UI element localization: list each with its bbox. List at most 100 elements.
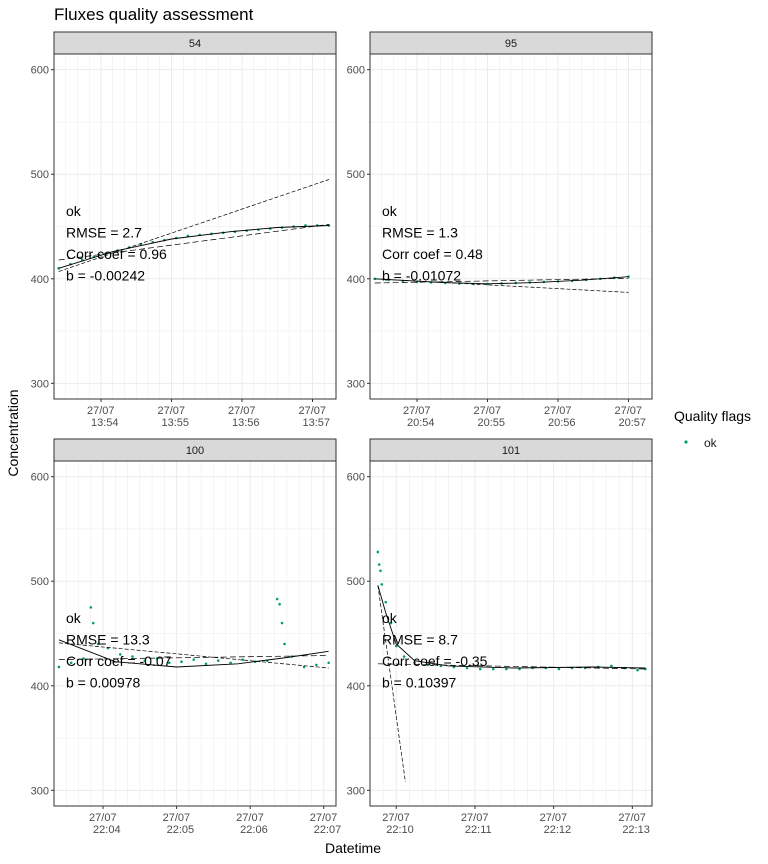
tangent-line [377,585,406,783]
data-point [89,606,93,609]
panel-95: 95 300 400 500 600 27/07 20:54 27/07 20:55 27/07 2… [347,31,653,429]
y-tick-label: 400 [347,681,365,693]
x-tick-label: 27/07 22:04 [89,812,121,836]
data-point [280,621,284,625]
linear-fit-line [58,224,329,261]
data-point [465,666,469,670]
data-point [96,642,100,646]
annotation-line: b = -0.00242 [66,268,145,284]
data-point [376,550,380,554]
data-point [379,569,382,573]
data-point [283,642,286,646]
data-point [302,665,306,669]
x-tick-label: 27/07 13:54 [87,405,119,429]
panel-54: 54 300 400 500 600 27/07 13:54 27/07 13:55 27/07 1… [31,31,337,429]
data-point [610,664,613,668]
linear-fit-line [374,277,629,284]
data-point [377,563,381,566]
data-point [413,661,416,665]
data-point [394,644,398,648]
legend-key-ok [684,440,688,444]
y-tick-label: 300 [347,785,365,797]
x-tick-label: 27/07 20:55 [474,405,506,429]
data-point [557,667,561,671]
data-point [192,658,196,661]
y-tick-label: 300 [31,785,49,797]
x-tick-label: 27/07 22:10 [382,812,414,836]
facet-strip-label: 100 [186,445,204,457]
panel-border [369,53,653,400]
x-tick-label: 27/07 22:06 [236,812,268,836]
x-tick-label: 27/07 13:55 [158,405,190,429]
y-axis-title: Concentration [5,389,21,476]
data-point [389,621,393,625]
data-point [491,667,495,671]
facet-strip-label: 101 [502,445,520,457]
tangent-line [58,179,330,272]
data-point [118,653,122,656]
y-tick-label: 400 [347,274,365,286]
x-axis-title: Datetime [325,840,381,856]
x-tick-label: 27/07 22:13 [618,812,650,836]
x-tick-label: 27/07 20:57 [615,405,647,429]
data-point [380,583,384,586]
data-point [373,277,377,281]
panel-border [369,460,653,807]
panel-border [53,460,337,807]
y-tick-label: 500 [347,169,365,181]
data-point [278,602,281,606]
panels: 54 300 400 500 600 27/07 13:54 27/07 13:55 27/07 1… [31,31,653,836]
tangent-line [374,278,629,293]
y-tick-label: 600 [31,65,49,77]
annotation-line: RMSE = 13.3 [66,632,150,648]
annotation-line: RMSE = 8.7 [382,632,458,648]
x-tick-label: 27/07 22:07 [310,812,342,836]
data-point [505,667,508,671]
fit-curve [377,585,646,669]
x-tick-label: 27/07 22:12 [540,812,572,836]
y-tick-label: 300 [31,378,49,390]
y-tick-label: 600 [31,472,49,484]
y-tick-label: 500 [347,576,365,588]
data-point [241,658,245,661]
annotation-line: ok [66,610,82,626]
data-point [204,662,208,666]
data-point [384,600,388,604]
y-tick-label: 400 [31,681,49,693]
data-points [376,550,647,672]
x-tick-label: 27/07 13:56 [228,405,260,429]
data-point [143,659,147,662]
y-tick-label: 500 [31,169,49,181]
data-point [402,655,406,658]
tangent-line [58,642,329,669]
panel-101: 101 300 400 500 600 27/07 22:10 27/07 22:11 27/07… [347,438,653,836]
data-point [131,655,134,658]
chart-title: Fluxes quality assessment [54,5,254,24]
data-points [57,597,330,669]
legend: Quality flags ok [674,408,751,450]
facet-strip-label: 95 [505,38,517,50]
data-point [327,661,330,665]
y-tick-label: 600 [347,65,365,77]
data-point [627,275,630,278]
annotation-line: b = 0.10397 [382,675,457,691]
annotation-line: RMSE = 1.3 [382,225,458,241]
y-tick-label: 600 [347,472,365,484]
y-tick-label: 300 [347,378,365,390]
annotation-line: Corr coef = 0.48 [382,246,483,262]
data-point [69,661,73,665]
x-tick-label: 27/07 22:11 [461,812,492,836]
annotation-line: b = 0.00978 [66,675,141,691]
panel-100: 100 300 400 500 600 27/07 22:04 27/07 22:05 27/07… [31,438,342,836]
annotation-line: b = -0.01072 [382,268,461,284]
data-point [155,657,159,660]
annotation-line: RMSE = 2.7 [66,225,142,241]
x-tick-label: 27/07 20:54 [403,405,435,429]
data-point [216,659,220,662]
data-point [91,621,95,625]
y-tick-label: 500 [31,576,49,588]
data-point [180,660,183,664]
x-tick-label: 27/07 22:05 [163,812,195,836]
legend-label-ok: ok [704,436,718,450]
data-point [167,661,171,665]
